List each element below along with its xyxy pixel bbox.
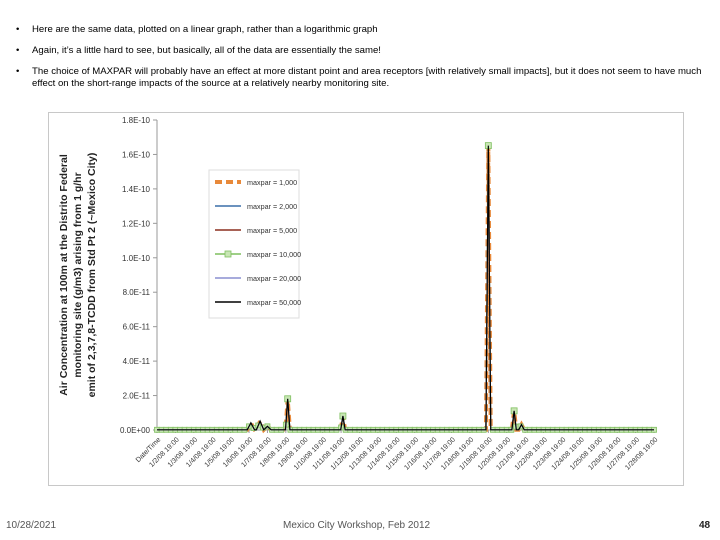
y-tick-label: 2.0E-11 — [123, 392, 151, 401]
bullet-list: • Here are the same data, plotted on a l… — [14, 24, 704, 99]
y-tick-label: 4.0E-11 — [123, 357, 151, 366]
legend-label: maxpar = 1,000 — [247, 178, 297, 187]
bullet-symbol: • — [16, 45, 20, 56]
y-axis-title: Air Concentration at 100m at the Distrit… — [58, 154, 70, 396]
legend-box — [208, 169, 300, 319]
y-tick-label: 1.8E-10 — [122, 116, 151, 125]
page-number: 48 — [699, 520, 711, 531]
legend-label: maxpar = 50,000 — [247, 298, 301, 307]
y-tick-label: 1.2E-10 — [122, 219, 151, 228]
y-tick-label: 6.0E-11 — [123, 323, 151, 332]
legend-label: maxpar = 2,000 — [247, 202, 297, 211]
y-tick-label: 0.0E+00 — [120, 426, 151, 435]
footer-date: 10/28/2021 — [6, 520, 57, 531]
bullet-symbol: • — [16, 24, 20, 35]
y-axis-title: monitoring site (g/m3) arising from 1 g/… — [72, 172, 84, 377]
legend-label: maxpar = 20,000 — [247, 274, 301, 283]
y-tick-label: 8.0E-11 — [123, 288, 151, 297]
line-chart: 0.0E+00 2.0E-11 4.0E-11 6.0E-11 8.0E-11 1.0E-… — [58, 116, 659, 472]
y-axis-title: emit of 2,3,7,8-TCDD from Std Pt 2 (~Mex… — [86, 153, 98, 398]
legend-label: maxpar = 5,000 — [247, 226, 297, 235]
bullet-text: Again, it’s a little hard to see, but ba… — [32, 45, 381, 56]
chart-frame: 0.0E+00 2.0E-11 4.0E-11 6.0E-11 8.0E-11 1.0E-… — [48, 112, 684, 486]
bullet-symbol: • — [16, 66, 20, 77]
bullet-item: • Here are the same data, plotted on a l… — [14, 24, 704, 36]
bullet-text: Here are the same data, plotted on a lin… — [32, 24, 378, 35]
bullet-item: • Again, it’s a little hard to see, but … — [14, 45, 704, 57]
y-tick-label: 1.0E-10 — [122, 254, 151, 263]
bullet-item: • The choice of MAXPAR will probably hav… — [14, 66, 704, 90]
bullet-text: The choice of MAXPAR will probably have … — [32, 66, 702, 89]
series-line — [157, 145, 654, 431]
legend-marker — [224, 250, 232, 258]
y-tick-label: 1.6E-10 — [122, 150, 151, 159]
footer-title: Mexico City Workshop, Feb 2012 — [283, 520, 431, 531]
y-tick-label: 1.4E-10 — [122, 185, 151, 194]
legend-label: maxpar = 10,000 — [247, 250, 301, 259]
